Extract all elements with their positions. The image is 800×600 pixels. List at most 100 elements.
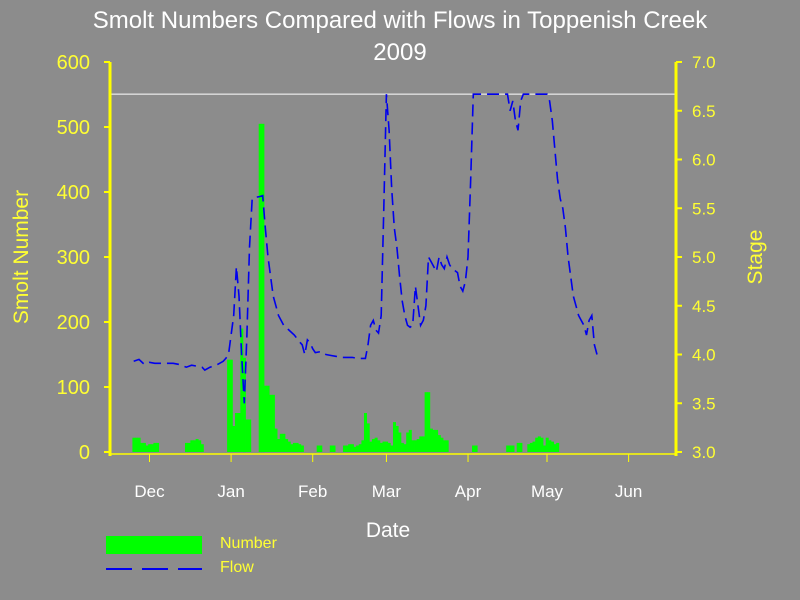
bar [232, 426, 236, 452]
legend-flow-swatch [106, 568, 202, 570]
x-tick-label: Feb [298, 482, 327, 501]
bar [435, 429, 439, 452]
bar [245, 419, 249, 452]
bars-layer [132, 123, 560, 453]
y-tick-label-right: 6.5 [692, 102, 716, 121]
bar [400, 442, 404, 452]
bar [235, 413, 238, 452]
x-tick-label: May [531, 482, 564, 501]
chart-title: Smolt Numbers Compared with Flows in Top… [92, 7, 708, 34]
bar [298, 444, 302, 452]
bar [300, 445, 304, 452]
bar [429, 428, 433, 452]
bar [319, 445, 323, 452]
bar [287, 441, 291, 452]
chart-subtitle: 2009 [373, 39, 427, 66]
bar [472, 445, 475, 452]
bar [403, 444, 407, 452]
bar [527, 444, 531, 452]
x-tick-label: Jun [615, 482, 642, 501]
labels-layer: 0 100 200 300 400 500 600 3.0 3.5 4.0 4.5 5.0 5.5 6.0… [10, 52, 767, 542]
bar [366, 423, 370, 452]
bar [419, 436, 423, 452]
bar [406, 432, 410, 452]
bar [440, 437, 444, 452]
bar [190, 440, 194, 452]
bar [377, 440, 381, 452]
bar [427, 392, 431, 452]
bar [382, 441, 386, 452]
bar [279, 433, 283, 452]
bar [345, 445, 349, 452]
y-axis-title-right: Stage [744, 230, 767, 285]
bar [369, 441, 373, 452]
y-tick-label-right: 3.5 [692, 394, 716, 413]
bar [285, 439, 289, 452]
y-tick-label-right: 5.0 [692, 248, 716, 267]
bar [277, 439, 281, 452]
bar [282, 433, 286, 452]
bar [192, 440, 196, 452]
bar [474, 445, 478, 452]
bar [535, 437, 539, 452]
bar [353, 446, 357, 452]
bar [269, 394, 273, 452]
bar [437, 435, 441, 452]
bar [187, 442, 191, 452]
y-tick-label-right: 4.0 [692, 346, 716, 365]
bar [350, 444, 354, 452]
bar [237, 413, 241, 452]
bar [424, 392, 428, 452]
y-axis-title-left: Smolt Number [10, 190, 33, 324]
bar [295, 442, 299, 452]
bar [416, 439, 420, 452]
bar [148, 444, 152, 452]
legend-number-label: Number [220, 535, 277, 552]
bar [553, 444, 557, 452]
bar [398, 432, 402, 452]
bar [274, 428, 278, 452]
x-axis-title: Date [366, 519, 410, 542]
y-tick-label-left: 100 [57, 377, 90, 399]
bar [529, 442, 533, 452]
y-tick-label-right: 5.5 [692, 199, 716, 218]
bar [408, 429, 412, 452]
bar [271, 394, 275, 452]
bar [387, 442, 391, 452]
bar [443, 440, 446, 452]
bar [329, 445, 333, 452]
bar [545, 437, 549, 452]
bar [316, 445, 320, 452]
bar [432, 429, 436, 452]
y-tick-label-left: 300 [57, 247, 90, 269]
x-tick-label: Dec [134, 482, 165, 501]
bar [414, 440, 418, 452]
bar [551, 441, 554, 452]
bar [508, 445, 512, 452]
bar [374, 437, 378, 452]
line-layer [133, 93, 598, 404]
bar [150, 444, 154, 452]
legend-number-swatch [106, 536, 202, 554]
y-tick-label-left: 0 [79, 442, 90, 464]
bar [422, 436, 425, 452]
x-tick-label: Apr [455, 482, 482, 501]
bar [540, 437, 544, 452]
bar [393, 422, 396, 452]
bar [364, 413, 367, 452]
bar [156, 442, 160, 452]
bar [358, 444, 362, 452]
legend-flow-label: Flow [220, 559, 254, 576]
y-tick-label-right: 6.0 [692, 151, 716, 170]
bar [556, 442, 560, 452]
bar [153, 442, 157, 452]
bar [506, 445, 510, 452]
y-tick-label-left: 600 [57, 52, 90, 74]
x-tick-label: Jan [217, 482, 244, 501]
bar [242, 357, 246, 453]
bar [258, 123, 262, 453]
bar [390, 445, 394, 452]
bar [185, 442, 188, 452]
y-tick-label-right: 7.0 [692, 53, 716, 72]
bar [371, 439, 375, 452]
